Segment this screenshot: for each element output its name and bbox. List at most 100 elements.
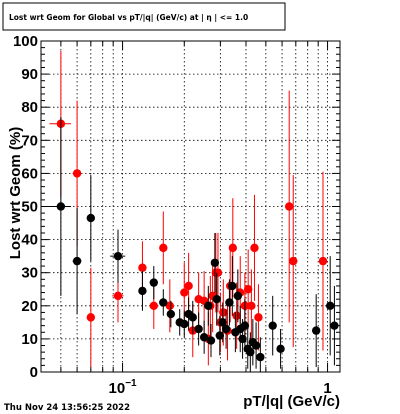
point-marker [184, 281, 193, 291]
point-marker [215, 331, 224, 340]
point-marker [159, 243, 168, 253]
point-marker [180, 319, 189, 329]
data-point [199, 320, 209, 354]
data-point [325, 256, 335, 356]
data-point [204, 285, 213, 326]
data-point [86, 267, 96, 368]
point-marker [199, 333, 209, 342]
point-marker [318, 256, 328, 266]
data-point [159, 211, 168, 285]
data-point [276, 328, 285, 369]
data-point [268, 295, 277, 356]
grid-lines [40, 41, 340, 372]
point-marker [206, 336, 216, 345]
point-marker [194, 324, 203, 334]
y-axis-label: Lost wrt Geom (%) [7, 127, 24, 260]
point-marker [188, 313, 197, 322]
data-point [256, 337, 265, 372]
point-marker [72, 256, 82, 266]
point-marker [138, 286, 147, 296]
y-tick-label: 80 [21, 99, 38, 116]
data-point [247, 269, 256, 343]
axis-ticks: 0 10 20 30 40 50 60 70 80 90 100 10−1 1 [13, 33, 340, 397]
data-point [212, 272, 221, 326]
point-marker [311, 326, 321, 335]
x-axis-label: pT/|q| (GeV/c) [243, 393, 340, 410]
data-point [138, 271, 147, 311]
point-marker [247, 301, 256, 310]
point-marker [159, 298, 168, 307]
point-marker [149, 278, 158, 287]
point-marker [325, 301, 335, 310]
y-tick-label: 0 [30, 364, 38, 381]
point-marker [254, 313, 263, 322]
point-marker [228, 243, 238, 253]
data-point [86, 175, 96, 262]
data-point [221, 309, 231, 349]
point-marker [232, 311, 241, 320]
point-marker [221, 324, 231, 334]
data-points [49, 50, 339, 372]
chart-title-box: Lost wrt Geom for Global vs pT/|q| (GeV/… [2, 2, 286, 31]
point-marker [256, 352, 265, 362]
data-point [49, 117, 71, 296]
point-marker [285, 202, 294, 211]
data-point [166, 300, 176, 328]
point-marker [228, 281, 237, 291]
x-tick-label: 1 [323, 380, 331, 397]
point-marker [204, 301, 213, 310]
data-point [112, 269, 124, 323]
y-tick-label: 20 [21, 298, 38, 315]
x-tick-label: 10−1 [109, 378, 138, 397]
point-marker [213, 268, 223, 277]
point-marker [210, 258, 220, 267]
data-point [254, 284, 263, 351]
data-point [165, 279, 175, 333]
data-point [180, 310, 189, 338]
y-tick-label: 100 [13, 33, 38, 50]
point-marker [72, 169, 82, 178]
data-point [240, 299, 250, 353]
timestamp: Thu Nov 24 13:56:25 2022 [4, 403, 130, 413]
data-point [285, 90, 294, 323]
point-marker [276, 344, 285, 354]
point-marker [113, 251, 123, 261]
point-marker [180, 288, 189, 297]
data-point [159, 289, 168, 316]
y-tick-label: 10 [21, 331, 38, 348]
point-marker [166, 309, 176, 319]
data-point [318, 171, 328, 351]
y-tick-label: 60 [21, 165, 38, 182]
point-marker [289, 256, 298, 266]
point-marker [233, 291, 243, 301]
point-marker [149, 301, 158, 310]
point-marker [219, 308, 228, 317]
data-point [228, 256, 237, 316]
data-point [149, 266, 158, 300]
data-point [251, 322, 261, 369]
data-point [72, 208, 82, 315]
data-point [206, 324, 216, 358]
y-tick-label: 70 [21, 132, 38, 149]
point-marker [56, 202, 66, 211]
data-point [243, 249, 253, 329]
point-marker [330, 321, 339, 330]
data-point [110, 229, 126, 283]
data-point [233, 269, 243, 323]
data-point [194, 312, 203, 346]
point-marker [113, 291, 123, 301]
data-point [330, 285, 339, 366]
y-tick-label: 30 [21, 265, 38, 282]
point-marker [243, 285, 253, 294]
data-point [311, 294, 321, 368]
y-tick-label: 50 [21, 199, 38, 216]
point-marker [212, 294, 221, 304]
point-marker [268, 321, 277, 330]
point-marker [225, 298, 234, 307]
data-point [250, 194, 259, 301]
data-point [188, 300, 197, 334]
point-marker [86, 213, 96, 223]
point-marker [251, 341, 261, 350]
data-point [289, 175, 298, 348]
